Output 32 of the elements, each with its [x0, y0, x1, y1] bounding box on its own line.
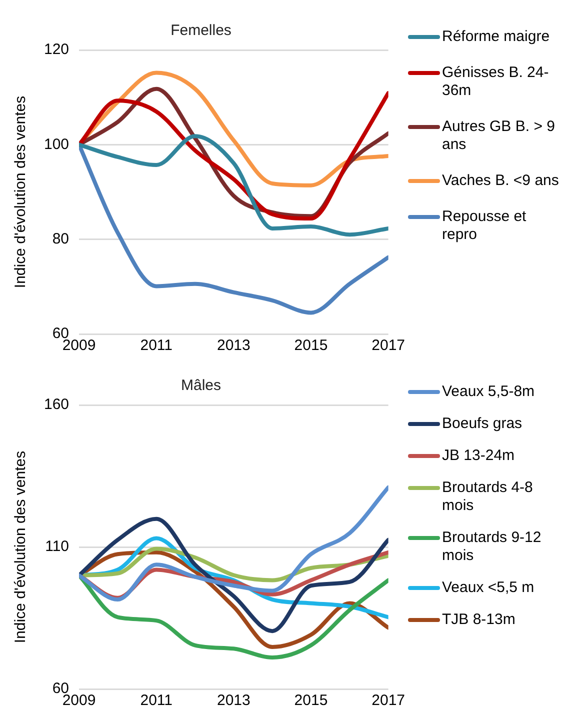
legend-label: Broutards 9-12 mois [442, 529, 542, 565]
legend-label: Boeufs gras [442, 415, 524, 433]
line-series [79, 134, 388, 237]
y-tick-label: 80 [52, 230, 70, 248]
x-tick-label: 2015 [294, 692, 328, 710]
legend-label: TJB 8-13m [442, 611, 516, 629]
line-series [79, 516, 388, 634]
x-tick-label: 2017 [372, 692, 406, 710]
x-tick-label: 2013 [216, 692, 250, 710]
legend-label: Génisses B. 24-36m [442, 64, 550, 100]
legend-label: JB 13-24m [442, 447, 516, 465]
legend-label: Vaches B. <9 ans [442, 172, 560, 190]
legend-label: Veaux 5,5-8m [442, 383, 536, 401]
legend-label: Réforme maigre [442, 28, 551, 46]
legend-label: Autres GB B. > 9 ans [442, 118, 556, 154]
y-axis-title: Indice d'évolution des ventes [12, 96, 30, 288]
legend-label: Broutards 4-8 mois [442, 479, 534, 515]
chart-title: Mâles [180, 377, 222, 394]
y-tick-label: 110 [45, 538, 70, 556]
x-tick-label: 2017 [372, 337, 406, 354]
y-tick-label: 100 [44, 136, 70, 153]
y-axis-title: Indice d'évolution des ventes [12, 450, 30, 644]
legend-label: Veaux <5,5 m [442, 579, 536, 597]
x-tick-label: 2015 [294, 337, 328, 354]
y-tick-label: 120 [44, 41, 70, 58]
y-tick-label: 160 [44, 396, 70, 414]
x-tick-label: 2011 [140, 692, 172, 710]
x-tick-label: 2011 [140, 337, 172, 354]
line-series [79, 485, 388, 602]
legend-label: Repousse et repro [442, 208, 528, 244]
x-tick-label: 2013 [216, 337, 250, 354]
chart-title: Femelles [170, 22, 232, 40]
